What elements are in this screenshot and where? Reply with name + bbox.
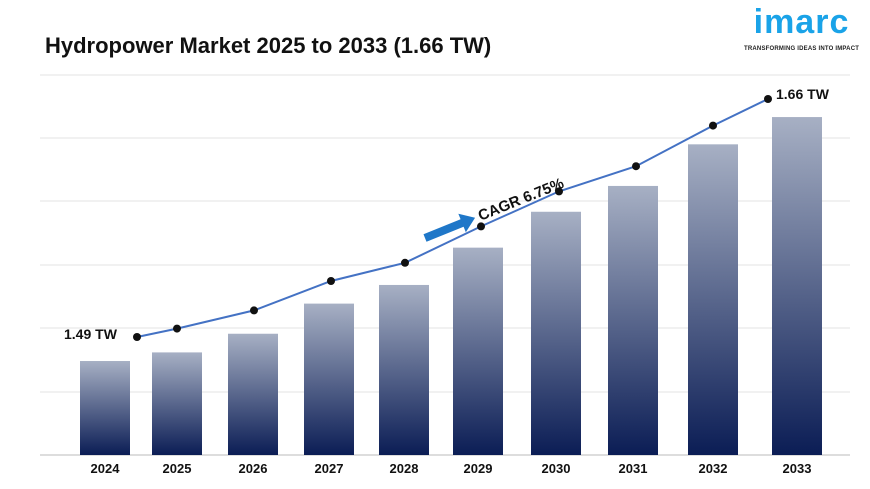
x-tick-label: 2031 <box>619 461 648 476</box>
x-tick-label: 2032 <box>699 461 728 476</box>
bar-2032 <box>688 144 738 455</box>
data-label-last: 1.66 TW <box>776 86 830 102</box>
data-label-first: 1.49 TW <box>64 326 118 342</box>
trend-point <box>327 277 335 285</box>
trend-point <box>709 121 717 130</box>
x-tick-label: 2033 <box>783 461 812 476</box>
trend-point <box>555 187 563 196</box>
trend-point <box>477 222 485 231</box>
bar-2033 <box>772 117 822 456</box>
x-tick-label: 2028 <box>390 461 419 476</box>
x-tick-label: 2027 <box>315 461 344 476</box>
trend-point <box>764 95 772 103</box>
x-tick-label: 2029 <box>464 461 493 476</box>
bar-2031 <box>608 185 658 455</box>
imarc-logo: imarc TRANSFORMING IDEAS INTO IMPACT <box>744 2 859 53</box>
trend-point <box>401 258 409 267</box>
bar-2028 <box>379 284 429 455</box>
trend-point <box>133 333 141 341</box>
chart-title: Hydropower Market 2025 to 2033 (1.66 TW) <box>45 33 492 58</box>
bar-2027 <box>304 303 354 455</box>
x-tick-label: 2026 <box>239 461 268 476</box>
bar-2026 <box>228 333 278 455</box>
bar-2024 <box>80 361 130 455</box>
bar-2025 <box>152 352 202 455</box>
logo-tagline: TRANSFORMING IDEAS INTO IMPACT <box>744 46 860 52</box>
x-tick-label: 2030 <box>542 461 571 476</box>
x-tick-label: 2025 <box>163 461 192 476</box>
trend-point <box>173 324 181 333</box>
x-tick-label: 2024 <box>91 461 121 476</box>
trend-point <box>632 162 640 171</box>
trend-point <box>250 306 258 315</box>
trend-line <box>136 98 769 338</box>
bar-2029 <box>453 247 503 455</box>
logo-word: imarc <box>753 3 850 41</box>
arrow-icon <box>423 213 476 242</box>
bar-2030 <box>531 211 581 455</box>
